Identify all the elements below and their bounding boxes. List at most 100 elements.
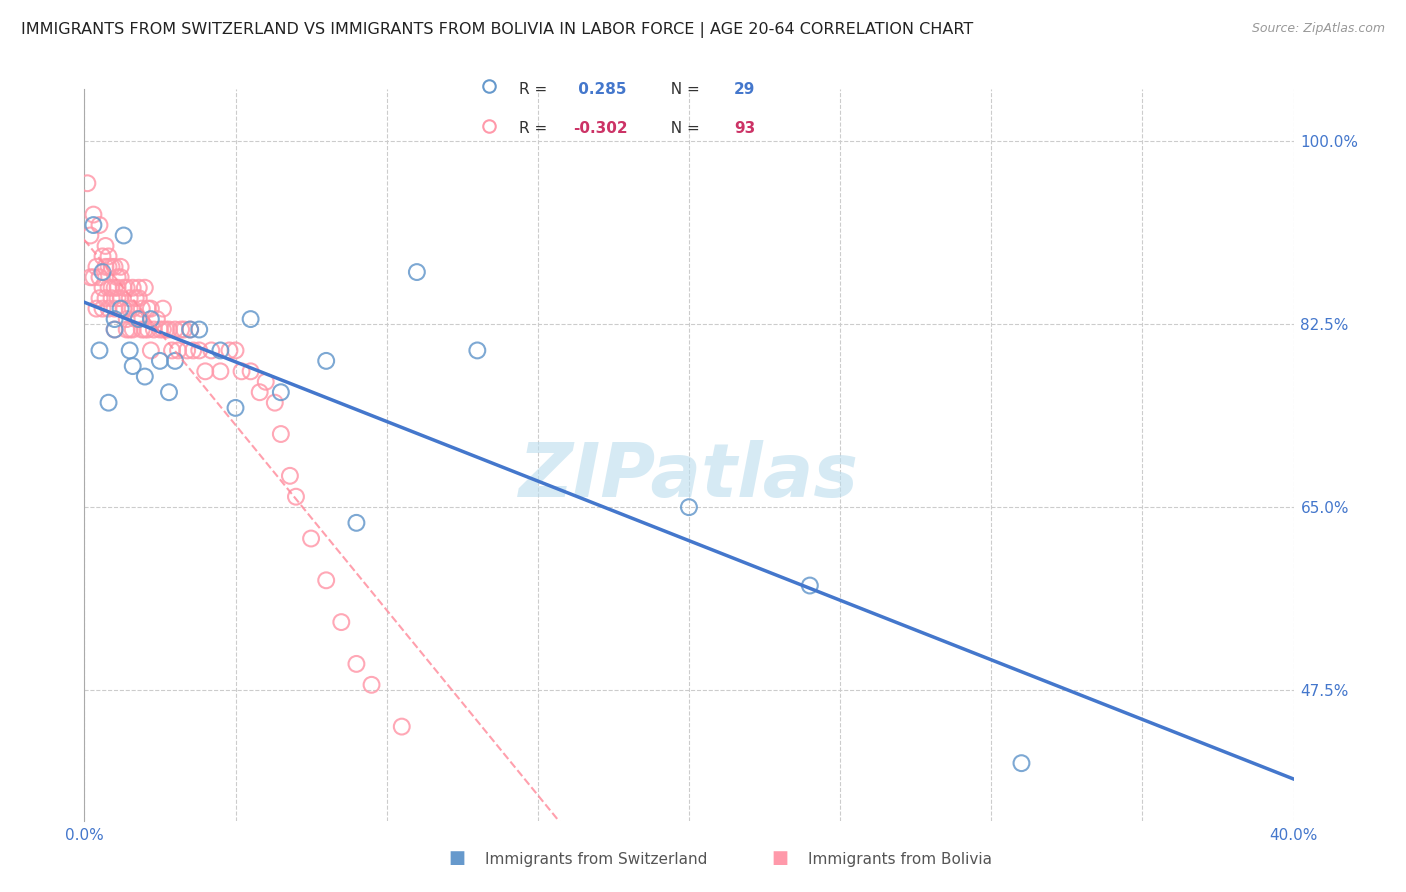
Point <box>131 301 153 316</box>
Point <box>179 322 201 336</box>
Point <box>315 574 337 588</box>
Point <box>104 260 127 274</box>
Point <box>278 468 301 483</box>
Point <box>200 343 222 358</box>
Point <box>406 265 429 279</box>
Point <box>181 343 204 358</box>
Text: ■: ■ <box>449 849 465 867</box>
Point <box>157 322 180 336</box>
Point <box>110 270 132 285</box>
Point <box>315 354 337 368</box>
Point <box>270 427 292 442</box>
Point <box>121 322 143 336</box>
Point <box>160 343 183 358</box>
Point <box>115 312 138 326</box>
Point <box>110 301 132 316</box>
Point <box>360 678 382 692</box>
Point <box>231 364 253 378</box>
Point <box>678 500 700 515</box>
Point <box>330 615 353 629</box>
Point <box>239 364 262 378</box>
Point <box>299 532 322 546</box>
Point <box>121 359 143 373</box>
Point <box>76 176 98 190</box>
Text: R =: R = <box>519 82 551 97</box>
Point <box>89 291 111 305</box>
Point <box>179 322 201 336</box>
Text: Immigrants from Switzerland: Immigrants from Switzerland <box>485 852 707 867</box>
Point <box>128 312 150 326</box>
Point <box>107 291 129 305</box>
Point <box>118 322 141 336</box>
Point <box>112 228 135 243</box>
Point <box>86 301 108 316</box>
Point <box>91 265 114 279</box>
Point <box>104 301 127 316</box>
Point <box>263 395 285 409</box>
Point <box>125 312 148 326</box>
Point <box>134 281 156 295</box>
Point <box>82 208 104 222</box>
Point <box>104 312 127 326</box>
Text: Source: ZipAtlas.com: Source: ZipAtlas.com <box>1251 22 1385 36</box>
Point <box>79 228 101 243</box>
Text: Immigrants from Bolivia: Immigrants from Bolivia <box>808 852 993 867</box>
Point <box>97 301 120 316</box>
Point <box>209 364 232 378</box>
Point <box>97 281 120 295</box>
Point <box>97 395 120 409</box>
Point <box>176 343 198 358</box>
Point <box>131 322 153 336</box>
Point <box>188 322 211 336</box>
Point <box>121 301 143 316</box>
Point <box>136 322 159 336</box>
Point <box>128 291 150 305</box>
Point <box>225 343 247 358</box>
Point <box>149 322 172 336</box>
Point <box>94 260 117 274</box>
Text: 93: 93 <box>734 121 755 136</box>
Point <box>94 239 117 253</box>
Point <box>86 260 108 274</box>
Point <box>149 354 172 368</box>
Point <box>112 301 135 316</box>
Point <box>391 720 413 734</box>
Point <box>107 281 129 295</box>
Point <box>346 516 368 530</box>
Text: ZIPatlas: ZIPatlas <box>519 441 859 514</box>
Point <box>152 322 174 336</box>
Text: 0.285: 0.285 <box>574 82 627 97</box>
Point <box>118 343 141 358</box>
Point <box>152 301 174 316</box>
Point <box>100 260 122 274</box>
Point <box>194 364 217 378</box>
Point <box>128 281 150 295</box>
Point <box>89 270 111 285</box>
Point <box>118 301 141 316</box>
Point <box>136 301 159 316</box>
Point <box>100 281 122 295</box>
Text: -0.302: -0.302 <box>574 121 628 136</box>
Point <box>91 249 114 263</box>
Point <box>79 270 101 285</box>
Text: N =: N = <box>661 82 704 97</box>
Point <box>112 281 135 295</box>
Point <box>110 291 132 305</box>
Point <box>346 657 368 671</box>
Point <box>254 375 277 389</box>
Point <box>104 281 127 295</box>
Point <box>91 281 114 295</box>
Text: R =: R = <box>519 121 551 136</box>
Point <box>167 343 190 358</box>
Point <box>97 249 120 263</box>
Text: 29: 29 <box>734 82 755 97</box>
Point <box>82 270 104 285</box>
Point <box>94 291 117 305</box>
Point <box>89 218 111 232</box>
Point <box>82 218 104 232</box>
Point <box>128 312 150 326</box>
Point <box>134 322 156 336</box>
Text: IMMIGRANTS FROM SWITZERLAND VS IMMIGRANTS FROM BOLIVIA IN LABOR FORCE | AGE 20-6: IMMIGRANTS FROM SWITZERLAND VS IMMIGRANT… <box>21 22 973 38</box>
Point <box>139 312 162 326</box>
Point <box>209 343 232 358</box>
